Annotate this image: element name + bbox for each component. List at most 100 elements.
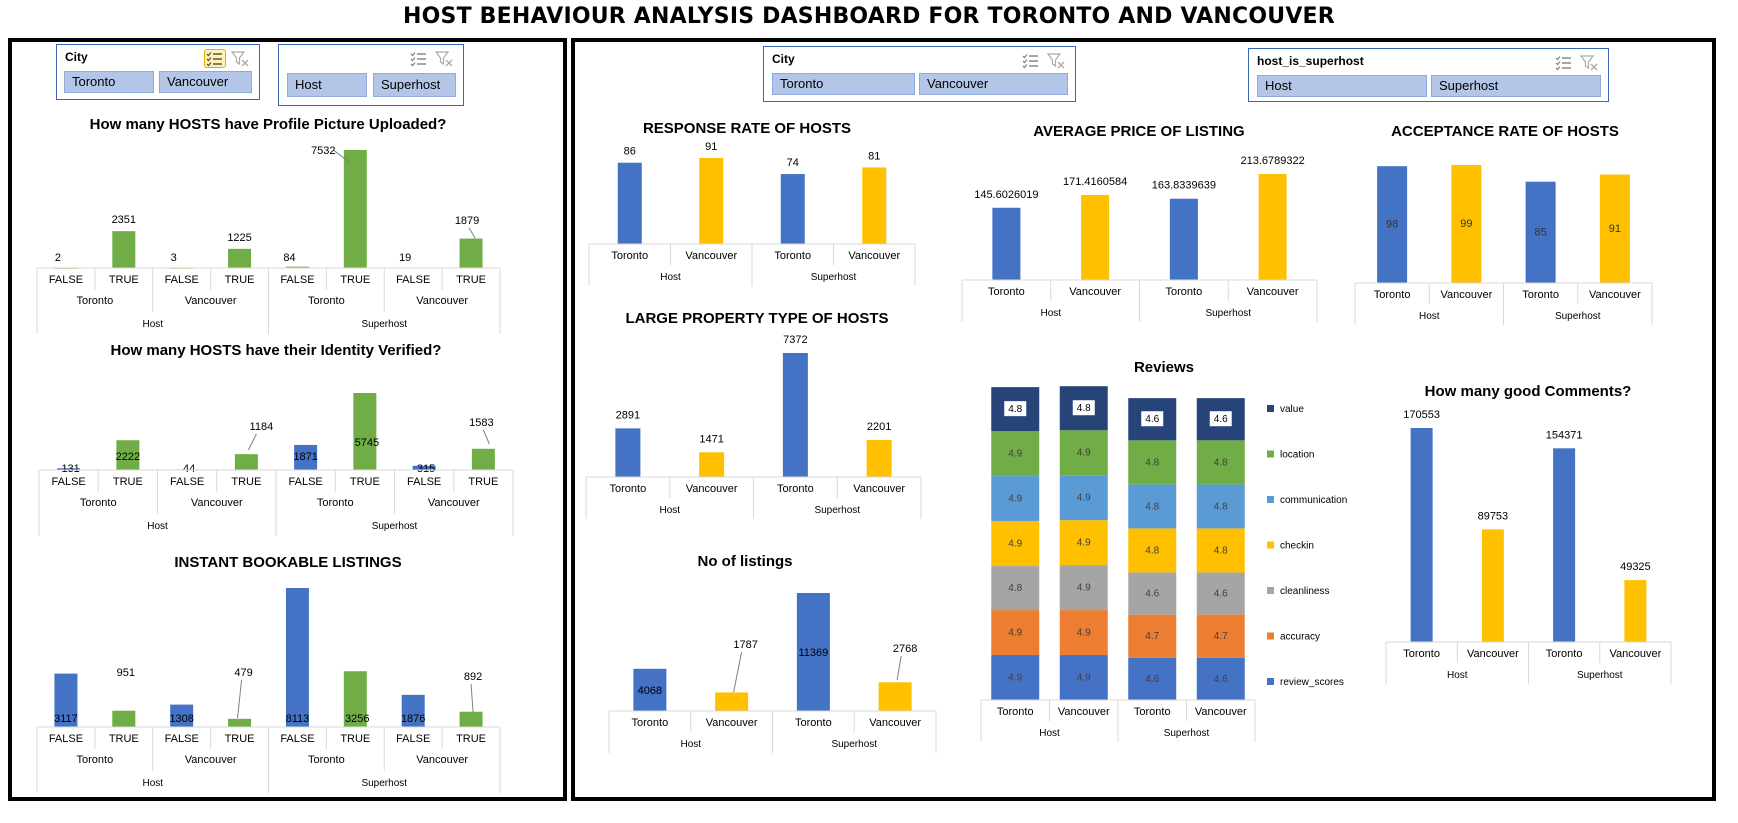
data-label: 5745 bbox=[355, 437, 379, 449]
leader-line bbox=[896, 655, 902, 681]
slicer-item-host[interactable]: Host bbox=[287, 73, 367, 97]
legend-label: accuracy bbox=[1280, 632, 1320, 643]
data-label: 85 bbox=[1535, 226, 1547, 238]
bar bbox=[343, 150, 367, 268]
city-label: Toronto bbox=[77, 295, 114, 307]
city-label: Vancouver bbox=[416, 754, 468, 766]
label-box bbox=[1004, 401, 1027, 417]
bar bbox=[401, 694, 425, 727]
bar bbox=[112, 710, 136, 727]
group-label: Superhost bbox=[361, 319, 407, 330]
bar-segment bbox=[1059, 430, 1108, 476]
slicer-title: host_is_superhost bbox=[1257, 54, 1364, 68]
data-label: 2351 bbox=[112, 214, 136, 226]
tick-label: Toronto bbox=[611, 250, 648, 262]
data-label: 4.8 bbox=[1214, 501, 1228, 512]
slicer-icons bbox=[409, 50, 453, 68]
leader-line bbox=[237, 679, 243, 719]
group-label: Host bbox=[1040, 308, 1061, 319]
group-label: Host bbox=[680, 739, 701, 750]
tick-label: TRUE bbox=[340, 274, 370, 286]
tick-label: Vancouver bbox=[848, 250, 900, 262]
leader-line bbox=[333, 149, 351, 164]
group-label: Superhost bbox=[814, 505, 860, 516]
bar bbox=[1624, 580, 1647, 642]
group-label: Host bbox=[147, 521, 168, 532]
data-label: 4068 bbox=[638, 685, 662, 697]
host-slicer-left: Host Superhost bbox=[278, 44, 464, 106]
bar-segment bbox=[1128, 657, 1177, 700]
data-label: 131 bbox=[61, 463, 79, 475]
legend-swatch bbox=[1267, 632, 1274, 640]
tick-label: TRUE bbox=[456, 733, 486, 745]
slicer-item-toronto[interactable]: Toronto bbox=[64, 71, 154, 93]
multi-select-icon[interactable] bbox=[409, 50, 429, 67]
tick-label: Toronto bbox=[795, 717, 832, 729]
multi-select-icon[interactable] bbox=[1554, 54, 1574, 71]
data-label: 1787 bbox=[733, 639, 757, 651]
city-label: Toronto bbox=[308, 754, 345, 766]
data-label: 1876 bbox=[401, 713, 425, 725]
leader-line bbox=[482, 429, 490, 445]
slicer-item-toronto[interactable]: Toronto bbox=[772, 73, 915, 95]
data-label: 84 bbox=[283, 252, 295, 264]
legend-label: checkin bbox=[1280, 541, 1314, 552]
legend-label: cleanliness bbox=[1280, 586, 1329, 597]
slicer-item-superhost[interactable]: Superhost bbox=[1431, 75, 1601, 97]
group-label: Host bbox=[142, 319, 163, 330]
bar-segment bbox=[991, 566, 1040, 611]
tick-label: Vancouver bbox=[685, 250, 737, 262]
city-label: Vancouver bbox=[191, 497, 243, 509]
bar bbox=[459, 238, 483, 268]
data-label: 4.6 bbox=[1214, 414, 1228, 425]
data-label: 2891 bbox=[616, 409, 640, 421]
data-label: 4.9 bbox=[1008, 628, 1022, 639]
slicer-item-superhost[interactable]: Superhost bbox=[373, 73, 456, 97]
data-label: 4.8 bbox=[1145, 545, 1159, 556]
slicer-item-vancouver[interactable]: Vancouver bbox=[159, 71, 252, 93]
tick-label: Vancouver bbox=[1589, 289, 1641, 301]
data-label: 4.8 bbox=[1214, 457, 1228, 468]
data-label: 170553 bbox=[1403, 409, 1440, 421]
data-label: 89753 bbox=[1478, 510, 1509, 522]
clear-filter-icon[interactable] bbox=[1047, 52, 1065, 69]
slicer-item-vancouver[interactable]: Vancouver bbox=[919, 73, 1068, 95]
tick-label: Toronto bbox=[1374, 289, 1411, 301]
tick-label: Toronto bbox=[1134, 706, 1171, 718]
tick-label: TRUE bbox=[109, 274, 139, 286]
bar-segment bbox=[1059, 475, 1108, 521]
clear-filter-icon[interactable] bbox=[1580, 54, 1598, 71]
tick-label: TRUE bbox=[225, 733, 255, 745]
bar bbox=[1169, 198, 1198, 280]
data-label: 163.8339639 bbox=[1152, 180, 1216, 192]
bar bbox=[617, 162, 642, 244]
group-label: Host bbox=[142, 778, 163, 789]
label-box bbox=[1209, 411, 1232, 427]
data-label: 4.8 bbox=[1145, 457, 1159, 468]
bar bbox=[1481, 529, 1504, 642]
bar bbox=[782, 353, 808, 477]
tick-label: FALSE bbox=[170, 476, 204, 488]
bar-segment bbox=[991, 655, 1040, 700]
chart-title: LARGE PROPERTY TYPE OF HOSTS bbox=[625, 310, 888, 327]
group-label: Superhost bbox=[1555, 311, 1601, 322]
clear-filter-icon[interactable] bbox=[435, 50, 453, 67]
label-box bbox=[1072, 400, 1095, 416]
bar bbox=[116, 440, 140, 470]
bar bbox=[1451, 165, 1482, 283]
multi-select-icon[interactable] bbox=[204, 49, 226, 68]
bar bbox=[285, 588, 309, 727]
bar bbox=[285, 266, 309, 268]
chart-title: How many good Comments? bbox=[1425, 383, 1632, 400]
chart-response-rate: RESPONSE RATE OF HOSTS 86 91 74 81 Toronto Van… bbox=[588, 120, 916, 286]
clear-filter-icon[interactable] bbox=[231, 50, 249, 67]
city-label: Vancouver bbox=[416, 295, 468, 307]
bar bbox=[633, 668, 667, 711]
multi-select-icon[interactable] bbox=[1021, 52, 1041, 69]
group-label: Host bbox=[659, 505, 680, 516]
data-label: 892 bbox=[464, 671, 482, 683]
data-label: 8113 bbox=[286, 713, 310, 725]
data-label: 4.9 bbox=[1008, 494, 1022, 505]
legend-swatch bbox=[1267, 405, 1274, 412]
slicer-item-host[interactable]: Host bbox=[1257, 75, 1427, 97]
